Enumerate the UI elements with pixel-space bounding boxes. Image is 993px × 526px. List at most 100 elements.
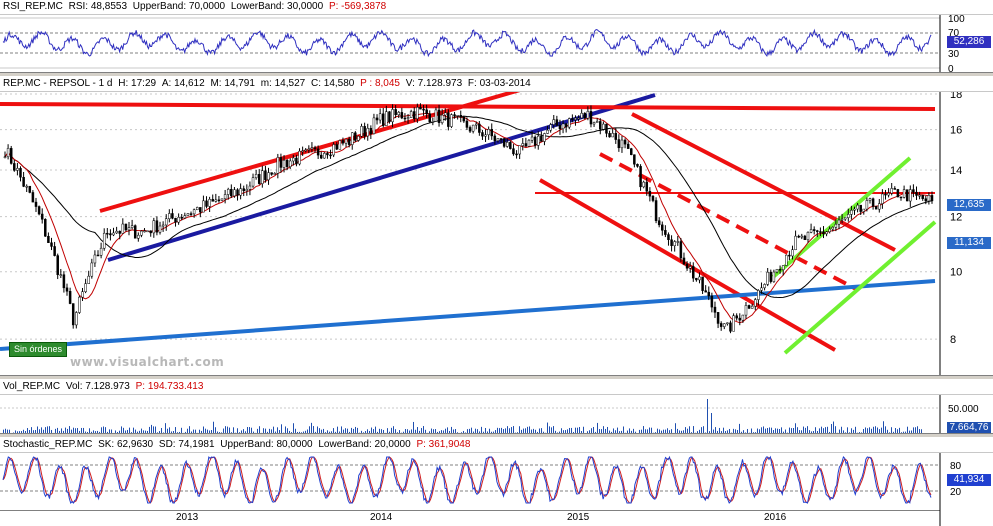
volume-bar — [337, 426, 338, 435]
candle-body — [676, 241, 680, 243]
candle-body — [217, 199, 221, 202]
volume-bar — [39, 429, 40, 435]
candle-body — [71, 303, 75, 326]
candle-body — [617, 139, 621, 149]
candle-body — [338, 140, 342, 150]
volume-bar — [469, 428, 470, 435]
candle-body — [673, 241, 676, 246]
separator-3[interactable] — [0, 433, 993, 438]
candle-body — [819, 231, 822, 233]
candle-body — [726, 322, 729, 325]
separator-1[interactable] — [0, 72, 993, 77]
candle-body — [794, 235, 797, 250]
candle-body — [679, 241, 683, 259]
volume-bar — [689, 426, 690, 435]
candle-body — [847, 214, 850, 218]
candle-body — [434, 109, 438, 122]
volume-bar — [257, 428, 258, 435]
stoch-sk-line — [2, 455, 932, 505]
volume-bar — [773, 430, 774, 435]
candle-body — [850, 210, 853, 215]
volume-bar — [381, 429, 382, 435]
separator-2[interactable] — [0, 375, 993, 380]
volume-bar — [205, 428, 206, 435]
volume-bar — [769, 427, 770, 435]
price-plot[interactable]: 18 16 14 12 10 8 — [0, 92, 993, 375]
candle-body — [825, 231, 828, 235]
price-axis-label: 14 — [950, 165, 962, 177]
volume-bar — [271, 429, 272, 435]
candle-body — [425, 109, 428, 115]
candle-body — [140, 230, 143, 236]
candle-body — [682, 257, 686, 265]
candle-body — [723, 323, 726, 327]
candle-body — [109, 233, 112, 236]
volume-bar — [193, 429, 194, 435]
stoch-upper: UpperBand: 80,0000 — [220, 439, 313, 450]
volume-bar — [513, 426, 514, 435]
price-m: M: 14,791 — [210, 78, 255, 89]
candle-body — [478, 123, 481, 133]
candle-body — [310, 147, 314, 150]
volume-bar — [723, 427, 724, 435]
candle-body — [53, 246, 56, 256]
volume-header: Vol_REP.MC Vol: 7.128.973 P: 194.733.413 — [0, 380, 993, 395]
volume-bar — [617, 427, 618, 435]
candle-body — [512, 148, 515, 155]
candle-body — [56, 255, 59, 275]
trend-green-upper — [771, 156, 912, 279]
volume-bar — [531, 429, 532, 435]
candle-body — [161, 224, 165, 227]
stochastic-plot[interactable]: 80 20 — [0, 453, 993, 511]
candle-body — [394, 109, 397, 116]
volume-bar — [93, 430, 94, 435]
candle-body — [831, 226, 835, 230]
candle-body — [902, 189, 906, 198]
volume-bar — [553, 426, 554, 435]
volume-bar — [327, 430, 328, 435]
volume-bar — [81, 427, 82, 435]
volume-bar — [521, 429, 522, 435]
candle-body — [19, 168, 22, 178]
volume-plot[interactable]: 50.000 — [0, 395, 993, 435]
volume-bar — [899, 427, 900, 435]
volume-bar — [453, 429, 454, 435]
vol-axis-50000: 50.000 — [948, 404, 979, 415]
candle-body — [741, 314, 745, 321]
price-axis-label: 16 — [950, 125, 962, 137]
volume-bar — [49, 426, 50, 435]
volume-bar — [27, 428, 28, 435]
candle-body — [205, 200, 208, 207]
candle-body — [499, 138, 503, 140]
volume-bar — [67, 428, 68, 435]
candle-body — [22, 176, 25, 187]
candle-body — [350, 132, 354, 145]
volume-bar — [693, 426, 694, 435]
volume-bar — [355, 426, 356, 435]
volume-bar — [589, 430, 590, 435]
orders-status[interactable]: Sin órdenes — [9, 342, 68, 357]
volume-bar — [145, 430, 146, 435]
volume-bar — [505, 428, 506, 435]
volume-bar — [305, 430, 306, 435]
volume-bar — [83, 427, 84, 435]
candle-body — [164, 218, 168, 226]
rsi-axis-0: 0 — [948, 64, 954, 75]
volume-bar — [135, 429, 136, 435]
volume-bar — [477, 429, 478, 435]
volume-bar — [809, 430, 810, 435]
volume-bar — [293, 423, 294, 435]
volume-bar — [627, 430, 628, 435]
candle-body — [822, 231, 825, 235]
volume-bar — [341, 426, 342, 435]
volume-bar — [707, 399, 708, 435]
candle-body — [738, 317, 742, 321]
volume-bar — [175, 427, 176, 435]
candle-body — [264, 170, 267, 181]
candle-body — [304, 149, 307, 152]
rsi-plot[interactable]: 100 70 30 0 — [0, 15, 993, 75]
candle-body — [226, 189, 230, 195]
candle-body — [354, 132, 357, 141]
candle-body — [248, 185, 252, 190]
volume-bar — [539, 428, 540, 435]
